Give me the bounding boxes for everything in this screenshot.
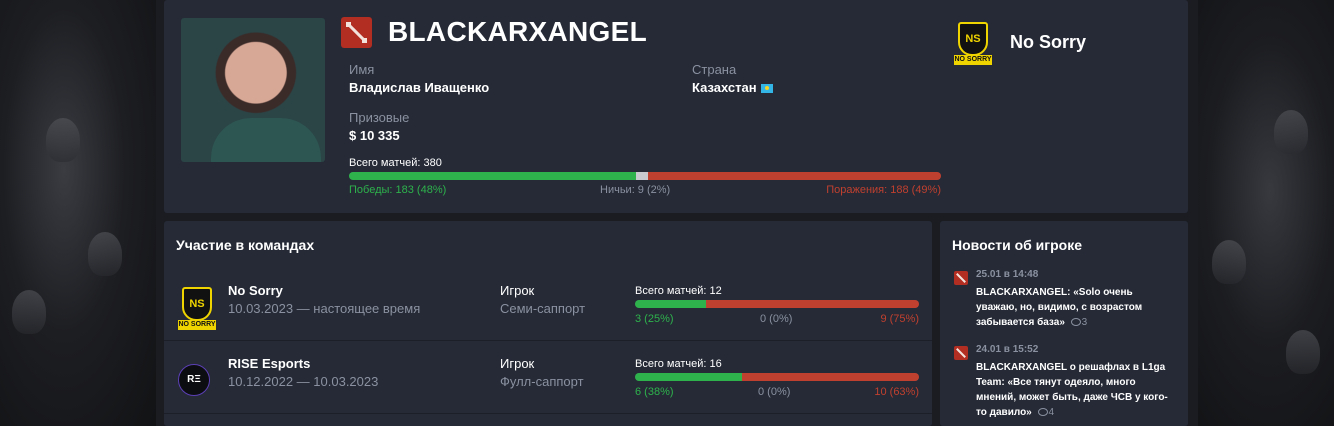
background-art-right: [1174, 0, 1334, 426]
rise-esports-logo: RΞ: [178, 364, 210, 396]
comment-icon: [1070, 318, 1081, 326]
news-headline-text: BLACKARXANGEL о решафлах в L1ga Team: «В…: [976, 362, 1168, 418]
wins-label: 3 (25%): [635, 313, 674, 325]
background-art-left: [0, 0, 160, 426]
losses-label: 10 (63%): [874, 386, 919, 398]
team-name[interactable]: No Sorry: [228, 283, 283, 298]
dota2-icon: [954, 271, 968, 285]
teams-section-title: Участие в командах: [176, 237, 315, 253]
wins-label: Победы: 183 (48%): [349, 184, 447, 196]
decorative-statue-icon: [12, 290, 46, 334]
country-value: Казахстан: [692, 80, 773, 95]
dota2-icon: [954, 346, 968, 360]
wins-label: 6 (38%): [635, 386, 674, 398]
losses-segment: [647, 172, 941, 180]
wins-segment: [635, 373, 742, 381]
emblem-banner: NO SORRY: [178, 320, 216, 330]
news-headline[interactable]: BLACKARXANGEL: «Solo очень уважаю, но, в…: [976, 285, 1172, 330]
team-period: 10.03.2023 — настоящее время: [228, 301, 421, 316]
team-total-matches: Всего матчей: 12: [635, 285, 722, 297]
player-news-card: Новости об игроке 25.01 в 14:48 BLACKARX…: [940, 221, 1188, 426]
team-stats-bar: [635, 300, 919, 308]
prize-value: $ 10 335: [349, 128, 400, 143]
news-date: 24.01 в 15:52: [976, 344, 1039, 355]
shield-icon: NS: [958, 22, 988, 56]
team-row[interactable]: RΞ RISE Esports 10.12.2022 — 10.03.2023 …: [164, 342, 932, 414]
team-total-matches: Всего матчей: 16: [635, 358, 722, 370]
shield-icon: NS: [182, 287, 212, 321]
comments-number: 4: [1048, 407, 1055, 418]
news-section-title: Новости об игроке: [952, 237, 1083, 253]
decorative-statue-icon: [88, 232, 122, 276]
name-value: Владислав Иващенко: [349, 80, 490, 95]
comment-icon: [1037, 408, 1048, 416]
player-avatar: [181, 18, 325, 162]
role-value: Фулл-саппорт: [500, 374, 584, 389]
no-sorry-team-logo: NS NO SORRY: [178, 287, 216, 333]
teams-participation-card: Участие в командах NS NO SORRY No Sorry …: [164, 221, 932, 426]
team-name[interactable]: RISE Esports: [228, 356, 311, 371]
team-stats-bar: [635, 373, 919, 381]
prize-label: Призовые: [349, 110, 410, 125]
wins-segment: [635, 300, 706, 308]
emblem-banner: NO SORRY: [954, 55, 992, 65]
name-label: Имя: [349, 62, 375, 77]
player-nickname: BLACKARXANGEL: [388, 16, 648, 47]
current-team-name[interactable]: No Sorry: [1010, 32, 1087, 52]
role-label: Игрок: [500, 356, 535, 371]
main-content: BLACKARXANGEL Имя Владислав Иващенко Стр…: [156, 0, 1198, 426]
team-period: 10.12.2022 — 10.03.2023: [228, 374, 379, 389]
draws-label: 0 (0%): [760, 313, 793, 325]
draws-label: 0 (0%): [758, 386, 791, 398]
draws-label: Ничьи: 9 (2%): [600, 184, 671, 196]
losses-segment: [706, 300, 919, 308]
decorative-statue-icon: [1212, 240, 1246, 284]
losses-segment: [741, 373, 919, 381]
comments-count: 4: [1037, 407, 1055, 418]
wins-segment: [349, 172, 637, 180]
losses-label: Поражения: 188 (49%): [826, 184, 941, 196]
no-sorry-team-logo[interactable]: NS NO SORRY: [954, 22, 992, 68]
draws-segment: [636, 172, 648, 180]
comments-count: 3: [1070, 317, 1088, 328]
role-label: Игрок: [500, 283, 535, 298]
total-matches-label: Всего матчей: 380: [349, 157, 442, 169]
comments-number: 3: [1081, 317, 1088, 328]
decorative-statue-icon: [1286, 330, 1320, 374]
decorative-statue-icon: [46, 118, 80, 162]
news-headline-text: BLACKARXANGEL: «Solo очень уважаю, но, в…: [976, 287, 1143, 328]
country-label: Страна: [692, 62, 737, 77]
country-name: Казахстан: [692, 80, 757, 95]
player-stats-bar: [349, 172, 941, 180]
role-value: Семи-саппорт: [500, 301, 586, 316]
player-profile-card: BLACKARXANGEL Имя Владислав Иващенко Стр…: [164, 0, 1188, 213]
news-headline[interactable]: BLACKARXANGEL о решафлах в L1ga Team: «В…: [976, 360, 1172, 420]
decorative-statue-icon: [1274, 110, 1308, 154]
kazakhstan-flag-icon: [760, 84, 773, 94]
news-date: 25.01 в 14:48: [976, 269, 1039, 280]
dota2-icon: [341, 17, 372, 48]
avatar-figure: [211, 118, 321, 162]
team-row[interactable]: NS NO SORRY No Sorry 10.03.2023 — настоя…: [164, 269, 932, 341]
losses-label: 9 (75%): [880, 313, 919, 325]
